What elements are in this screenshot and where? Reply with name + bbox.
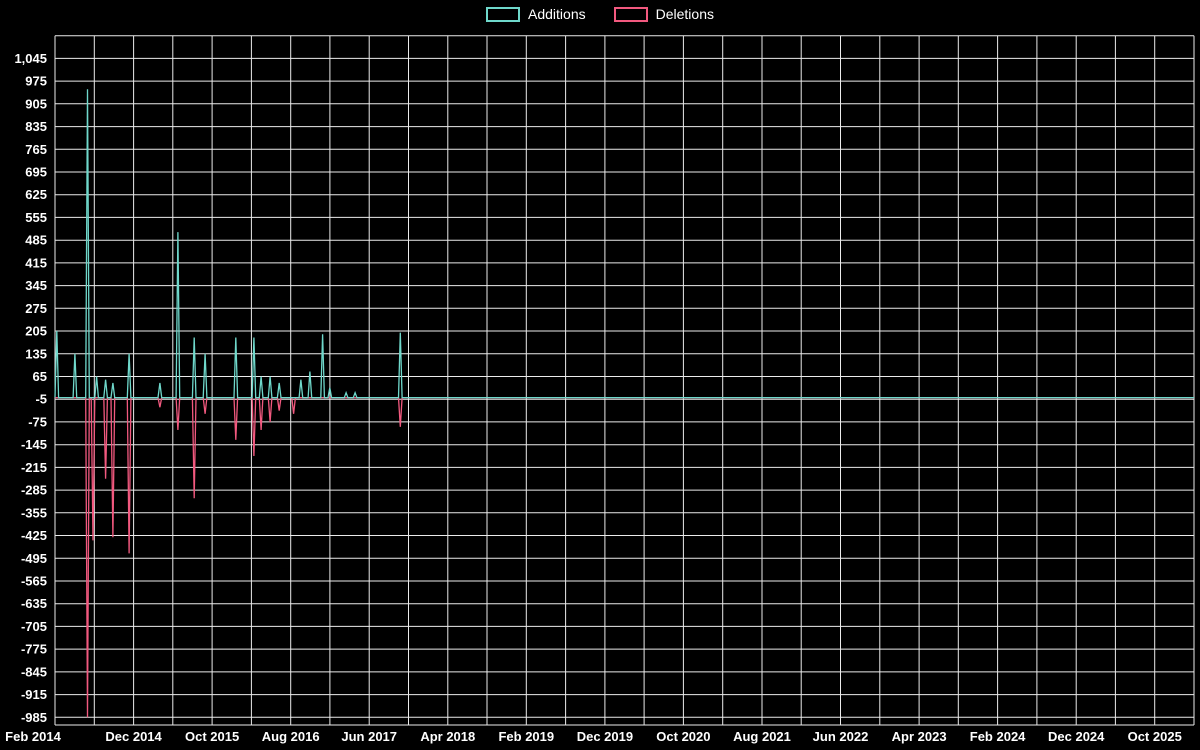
y-tick-label: 275 [25, 301, 47, 316]
x-tick-label: Feb 2014 [5, 729, 61, 744]
y-tick-label: 625 [25, 187, 47, 202]
y-axis-labels: 1,045 975 905 835 765 695 625 555 485 415 345 275 20… [14, 51, 47, 725]
x-tick-label: Oct 2020 [656, 729, 710, 744]
x-tick-label: Oct 2015 [185, 729, 239, 744]
x-tick-label: Oct 2025 [1128, 729, 1182, 744]
y-tick-label: -285 [21, 483, 47, 498]
x-tick-label: Jun 2022 [813, 729, 869, 744]
x-tick-label: Dec 2019 [577, 729, 633, 744]
y-tick-label: 485 [25, 233, 47, 248]
y-tick-label: -985 [21, 710, 47, 725]
x-axis-labels: Feb 2014 Dec 2014 Oct 2015 Aug 2016 Jun 2017… [5, 729, 1182, 744]
legend-item-deletions[interactable]: Deletions [613, 6, 714, 22]
y-tick-label: 765 [25, 142, 47, 157]
legend-label-additions: Additions [528, 6, 586, 22]
y-tick-label: -635 [21, 596, 47, 611]
x-tick-label: Apr 2023 [892, 729, 947, 744]
y-tick-label: -215 [21, 460, 47, 475]
x-tick-label: Apr 2018 [420, 729, 475, 744]
y-tick-label: -425 [21, 528, 47, 543]
y-tick-label: 135 [25, 346, 47, 361]
y-tick-label: 205 [25, 324, 47, 339]
x-tick-label: Feb 2019 [498, 729, 554, 744]
y-tick-label: -565 [21, 574, 47, 589]
y-tick-label: -75 [28, 414, 47, 429]
x-tick-label: Aug 2016 [262, 729, 320, 744]
y-tick-label: -145 [21, 437, 47, 452]
legend-label-deletions: Deletions [655, 6, 714, 22]
y-tick-label: -705 [21, 619, 47, 634]
x-tick-label: Dec 2024 [1048, 729, 1105, 744]
y-tick-label: 65 [33, 369, 47, 384]
x-tick-label: Aug 2021 [733, 729, 791, 744]
y-tick-label: 345 [25, 278, 47, 293]
y-tick-label: -495 [21, 551, 47, 566]
x-tick-label: Jun 2017 [341, 729, 397, 744]
y-tick-label: -915 [21, 687, 47, 702]
deletions-line [55, 396, 1194, 718]
additions-line [54, 89, 1194, 399]
y-tick-label: 1,045 [14, 51, 47, 66]
y-tick-label: -355 [21, 505, 47, 520]
y-tick-label: 695 [25, 165, 47, 180]
y-tick-label: 975 [25, 74, 47, 89]
x-tick-label: Feb 2024 [970, 729, 1026, 744]
legend-swatch-additions [486, 6, 521, 22]
y-tick-label: 555 [25, 210, 47, 225]
gridlines [54, 35, 1195, 726]
y-tick-label: -5 [35, 392, 47, 407]
y-tick-label: 905 [25, 96, 47, 111]
chart-legend: Additions Deletions [0, 6, 1200, 22]
y-tick-label: -775 [21, 642, 47, 657]
legend-item-additions[interactable]: Additions [486, 6, 586, 22]
y-tick-label: 835 [25, 119, 47, 134]
legend-swatch-deletions [613, 6, 648, 22]
x-tick-label: Dec 2014 [105, 729, 162, 744]
y-tick-label: 415 [25, 255, 47, 270]
y-tick-label: -845 [21, 664, 47, 679]
